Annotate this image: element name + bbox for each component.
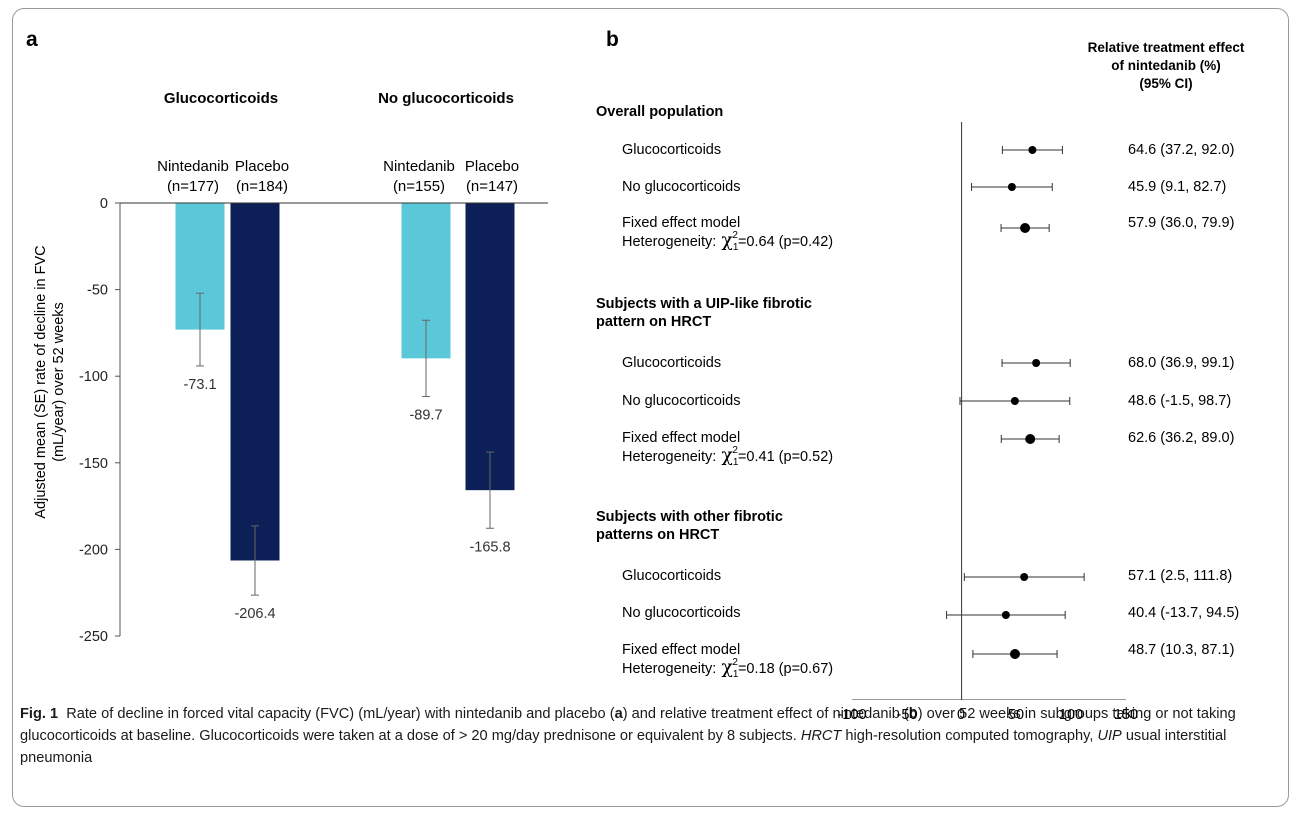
figure-frame bbox=[12, 8, 1289, 807]
point-estimate bbox=[1007, 183, 1016, 191]
y-axis-title-line2: (mL/year) over 52 weeks bbox=[51, 302, 67, 462]
bar-label-line2: (n=155) bbox=[393, 178, 445, 195]
bar-label-line1: Placebo bbox=[465, 158, 519, 175]
point-estimate bbox=[1010, 397, 1019, 405]
point-estimate bbox=[1001, 611, 1010, 619]
ci-column-header-line2: of nintedanib (%) bbox=[1111, 58, 1220, 73]
bar-value-label: -73.1 bbox=[183, 377, 216, 393]
caption-abbr-hrct: HRCT bbox=[800, 728, 842, 744]
heterogeneity-prefix: Heterogeneity: bbox=[622, 661, 716, 677]
row-label-no-glucocorticoids: No glucocorticoids bbox=[622, 393, 740, 409]
heterogeneity-prefix: Heterogeneity: bbox=[622, 449, 716, 465]
row-label-no-glucocorticoids: No glucocorticoids bbox=[622, 179, 740, 195]
y-axis-title-line1: Adjusted mean (SE) rate of decline in FV… bbox=[33, 245, 49, 518]
panel-a-label: a bbox=[26, 28, 38, 51]
row-label-fixed-effect: Fixed effect model bbox=[622, 215, 740, 231]
y-tick-label: -200 bbox=[79, 542, 108, 558]
chi-square-power: 2 bbox=[732, 657, 738, 668]
ci-text: 48.7 (10.3, 87.1) bbox=[1128, 642, 1234, 658]
bar bbox=[230, 203, 280, 561]
ci-column-header-line1: Relative treatment effect bbox=[1088, 40, 1245, 55]
row-label-fixed-effect: Fixed effect model bbox=[622, 430, 740, 446]
forest-plot bbox=[852, 122, 1126, 700]
section-title-overall: Overall population bbox=[596, 104, 723, 120]
ci-column-header-line3: (95% CI) bbox=[1139, 76, 1192, 91]
caption-text: high-resolution computed tomography, bbox=[841, 728, 1098, 744]
ci-text: 40.4 (-13.7, 94.5) bbox=[1128, 605, 1239, 621]
point-estimate bbox=[1020, 223, 1031, 233]
bar-value-label: -206.4 bbox=[234, 606, 275, 622]
figure-caption: Fig. 1 Rate of decline in forced vital c… bbox=[20, 703, 1280, 769]
ci-text: 68.0 (36.9, 99.1) bbox=[1128, 355, 1234, 371]
bar-chart-plot: 0 -50 -100 -150 -200 -250 -73.1 -206.4 -89.7 -165… bbox=[79, 196, 548, 645]
bar-label-line1: Nintedanib bbox=[157, 158, 229, 175]
chi-square-symbol: χ bbox=[721, 656, 733, 678]
bar-label-line1: Nintedanib bbox=[383, 158, 455, 175]
group-label-no-glucocorticoids: No glucocorticoids bbox=[378, 90, 514, 107]
ci-text: 45.9 (9.1, 82.7) bbox=[1128, 179, 1226, 195]
section-title-uip-line2: pattern on HRCT bbox=[596, 314, 711, 330]
bar-label-line2: (n=177) bbox=[167, 178, 219, 195]
chi-square-symbol: χ bbox=[721, 444, 733, 466]
y-tick-label: -150 bbox=[79, 456, 108, 472]
group-label-glucocorticoids: Glucocorticoids bbox=[164, 90, 278, 107]
caption-ref-a: a bbox=[614, 706, 623, 722]
caption-ref-b: b bbox=[908, 706, 918, 722]
bar bbox=[465, 203, 515, 491]
row-label-glucocorticoids: Glucocorticoids bbox=[622, 568, 721, 584]
row-label-glucocorticoids: Glucocorticoids bbox=[622, 142, 721, 158]
heterogeneity-text: Heterogeneity: χ12=0.64 (p=0.42) bbox=[622, 229, 833, 253]
chi-square-symbol: χ bbox=[721, 229, 733, 251]
ci-text: 64.6 (37.2, 92.0) bbox=[1128, 142, 1234, 158]
row-label-fixed-effect: Fixed effect model bbox=[622, 642, 740, 658]
row-label-glucocorticoids: Glucocorticoids bbox=[622, 355, 721, 371]
heterogeneity-stat: =0.41 (p=0.52) bbox=[738, 449, 833, 465]
panel-b-label: b bbox=[606, 28, 619, 51]
section-title-other-line2: patterns on HRCT bbox=[596, 527, 719, 543]
ci-text: 57.1 (2.5, 111.8) bbox=[1128, 568, 1232, 584]
section-title-other-line1: Subjects with other fibrotic bbox=[596, 509, 783, 525]
chi-square-df: 1 bbox=[733, 457, 739, 468]
bar-value-label: -165.8 bbox=[469, 539, 510, 555]
y-tick-label: -100 bbox=[79, 369, 108, 385]
point-estimate bbox=[1020, 573, 1029, 581]
y-tick-label: -250 bbox=[79, 629, 108, 645]
ci-text: 48.6 (-1.5, 98.7) bbox=[1128, 393, 1231, 409]
caption-text: ) over 52 weeks in subgroups taking or n… bbox=[20, 706, 1236, 744]
bar-label-line1: Placebo bbox=[235, 158, 289, 175]
bar-label-line2: (n=184) bbox=[236, 178, 288, 195]
bar-label-line2: (n=147) bbox=[466, 178, 518, 195]
chi-square-df: 1 bbox=[733, 669, 739, 680]
point-estimate bbox=[1028, 146, 1037, 154]
heterogeneity-stat: =0.18 (p=0.67) bbox=[738, 661, 833, 677]
ci-text: 57.9 (36.0, 79.9) bbox=[1128, 215, 1234, 231]
caption-fig-label: Fig. 1 bbox=[20, 706, 59, 722]
chi-square-power: 2 bbox=[732, 445, 738, 456]
caption-text: Rate of decline in forced vital capacity… bbox=[66, 706, 615, 722]
point-estimate bbox=[1009, 649, 1020, 659]
figure-svg: a Glucocorticoids No glucocorticoids Nin… bbox=[26, 28, 1245, 700]
heterogeneity-text: Heterogeneity: χ12=0.41 (p=0.52) bbox=[622, 444, 833, 468]
heterogeneity-prefix: Heterogeneity: bbox=[622, 234, 716, 250]
point-estimate bbox=[1032, 359, 1041, 367]
y-tick-label: -50 bbox=[87, 283, 108, 299]
row-label-no-glucocorticoids: No glucocorticoids bbox=[622, 605, 740, 621]
caption-text: usual interstitial pneumonia bbox=[20, 728, 1227, 766]
heterogeneity-stat: =0.64 (p=0.42) bbox=[738, 234, 833, 250]
y-tick-label: 0 bbox=[100, 196, 108, 212]
chi-square-df: 1 bbox=[733, 242, 739, 253]
caption-abbr-uip: UIP bbox=[1097, 728, 1122, 744]
caption-text: ) and relative treatment effect of ninte… bbox=[622, 706, 909, 722]
heterogeneity-text: Heterogeneity: χ12=0.18 (p=0.67) bbox=[622, 656, 833, 680]
section-title-uip-line1: Subjects with a UIP-like fibrotic bbox=[596, 296, 812, 312]
chi-square-power: 2 bbox=[732, 230, 738, 241]
bar-value-label: -89.7 bbox=[409, 407, 442, 423]
ci-text: 62.6 (36.2, 89.0) bbox=[1128, 430, 1234, 446]
point-estimate bbox=[1025, 434, 1036, 444]
